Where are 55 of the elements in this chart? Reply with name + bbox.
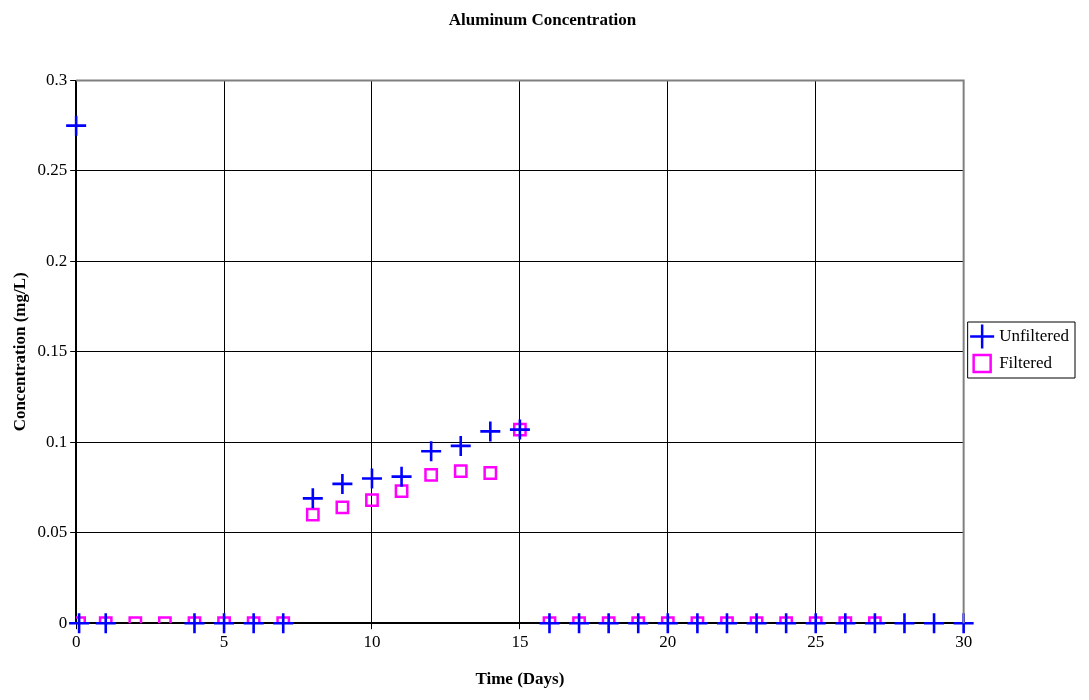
point: [716, 613, 737, 634]
point: [394, 484, 409, 499]
x-tick-label: 0: [71, 631, 81, 651]
point: [835, 613, 856, 634]
point: [453, 464, 468, 479]
y-tick-label: 0.1: [45, 431, 68, 451]
point: [687, 613, 708, 634]
x-axis-title: Time (Days): [475, 669, 565, 689]
point: [305, 507, 320, 522]
point: [539, 613, 560, 634]
y-tick-label: 0: [58, 612, 68, 632]
point: [243, 613, 264, 634]
point: [776, 613, 797, 634]
point: [480, 421, 501, 442]
x-tick-label: 15: [511, 631, 529, 651]
x-tick-label: 10: [363, 631, 381, 651]
point: [628, 613, 649, 634]
x-tick-label: 20: [659, 631, 677, 651]
point: [421, 441, 442, 462]
point: [365, 493, 379, 508]
legend-label: Unfiltered: [999, 325, 1070, 345]
point: [302, 488, 323, 509]
point: [894, 613, 915, 634]
x-tick-label: 30: [955, 631, 973, 651]
point: [953, 613, 974, 634]
legend-label: Filtered: [999, 352, 1053, 372]
x-tick-label: 25: [807, 631, 825, 651]
point: [924, 613, 945, 634]
point: [864, 613, 885, 634]
point: [335, 500, 350, 515]
point: [391, 466, 412, 487]
point: [332, 473, 353, 494]
x-tick-label: 5: [219, 631, 229, 651]
point: [450, 435, 471, 456]
y-axis-title: Concentration (mg/L): [9, 272, 29, 432]
point: [184, 613, 205, 634]
point: [361, 468, 382, 489]
y-tick-label: 0.3: [45, 69, 68, 89]
y-tick-label: 0.15: [37, 341, 68, 361]
point: [95, 613, 116, 634]
point: [657, 613, 678, 634]
point: [483, 466, 498, 480]
point: [805, 613, 826, 634]
point: [69, 613, 90, 634]
y-tick-label: 0.2: [45, 250, 68, 270]
point: [746, 613, 767, 634]
point: [598, 613, 619, 634]
y-tick-label: 0.05: [37, 522, 68, 542]
point: [273, 613, 294, 634]
y-tick-label: 0.25: [37, 160, 68, 180]
point: [424, 467, 439, 482]
point: [214, 613, 235, 634]
point: [569, 613, 590, 634]
point: [66, 115, 87, 136]
chart-title: Aluminum Concentration: [448, 9, 637, 29]
